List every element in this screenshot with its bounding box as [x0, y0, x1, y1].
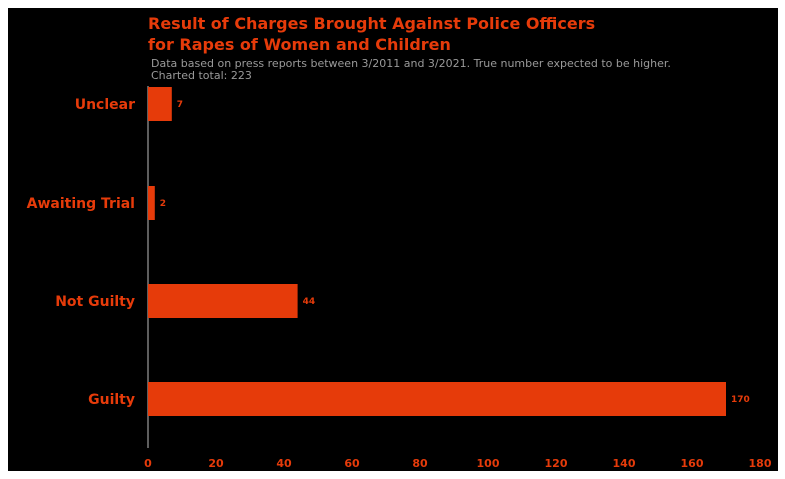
- bar-guilty: [148, 382, 726, 416]
- value-labels: 7 2 44 170: [160, 100, 750, 405]
- bar-not-guilty: [148, 284, 298, 318]
- x-tick-140: 140: [613, 457, 636, 470]
- value-label-unclear: 7: [177, 100, 183, 110]
- x-tick-20: 20: [208, 457, 224, 470]
- category-labels: Unclear Awaiting Trial Not Guilty Guilty: [27, 97, 135, 408]
- bar-unclear: [148, 87, 172, 121]
- x-tick-40: 40: [276, 457, 292, 470]
- x-tick-0: 0: [144, 457, 152, 470]
- value-label-not-guilty: 44: [303, 297, 316, 307]
- chart-title-line-2: for Rapes of Women and Children: [148, 35, 451, 54]
- bar-awaiting-trial: [148, 186, 155, 220]
- x-tick-60: 60: [344, 457, 360, 470]
- bars-group: [148, 87, 726, 416]
- category-label-awaiting-trial: Awaiting Trial: [27, 196, 135, 212]
- category-label-unclear: Unclear: [75, 97, 135, 113]
- category-label-not-guilty: Not Guilty: [55, 294, 135, 310]
- x-tick-120: 120: [545, 457, 568, 470]
- x-tick-180: 180: [749, 457, 772, 470]
- x-tick-80: 80: [412, 457, 428, 470]
- chart-subtitle-line-1: Data based on press reports between 3/20…: [151, 57, 671, 70]
- chart-subtitle-line-2: Charted total: 223: [151, 69, 252, 82]
- category-label-guilty: Guilty: [88, 392, 135, 408]
- chart-title-line-1: Result of Charges Brought Against Police…: [148, 14, 595, 33]
- x-axis-ticks: 0 20 40 60 80 100 120 140 160 180: [144, 457, 772, 470]
- value-label-awaiting-trial: 2: [160, 199, 166, 209]
- x-tick-160: 160: [681, 457, 704, 470]
- value-label-guilty: 170: [731, 395, 750, 405]
- x-tick-100: 100: [477, 457, 500, 470]
